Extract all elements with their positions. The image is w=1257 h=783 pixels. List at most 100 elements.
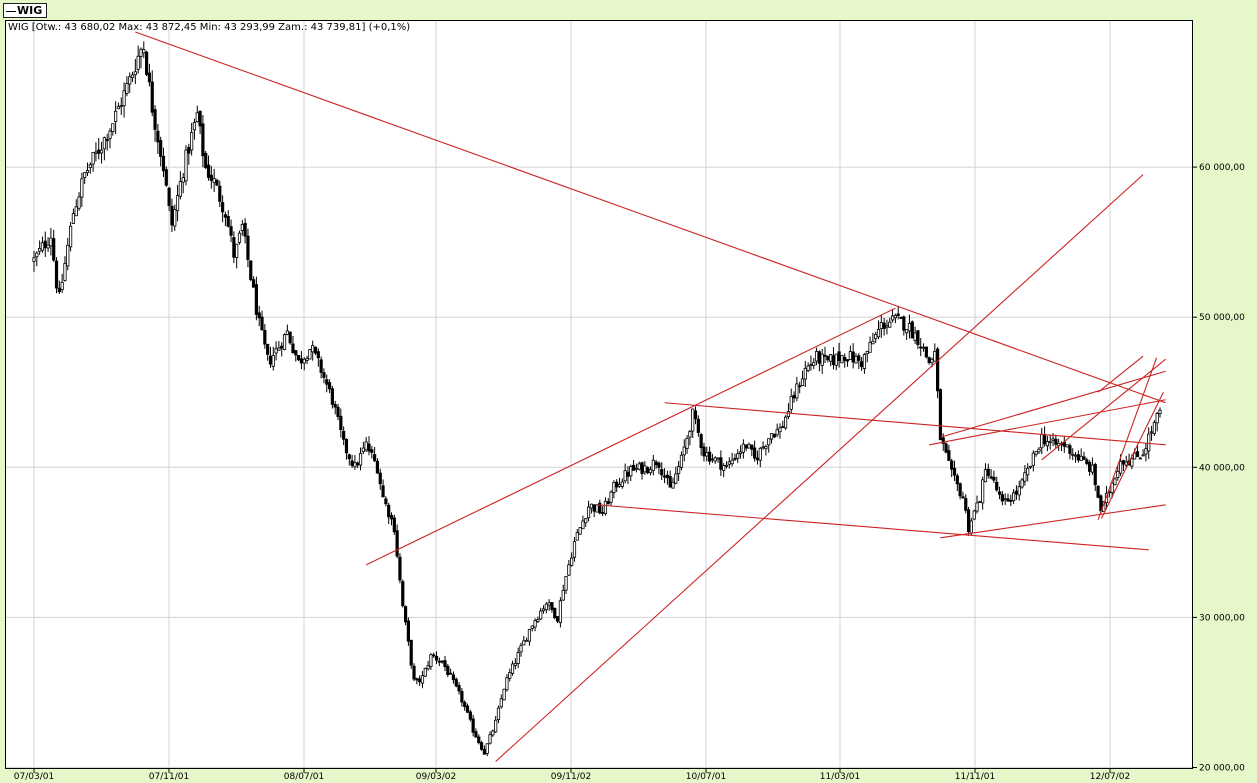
x-tick-label: 08/07/01 <box>284 772 324 782</box>
candle-up <box>620 481 624 487</box>
candle-up <box>981 479 985 504</box>
candle-down <box>387 504 391 518</box>
candle-down <box>330 388 334 405</box>
candle-down <box>105 138 109 142</box>
candle-down <box>606 501 610 505</box>
candle-up <box>60 281 64 291</box>
candle-down <box>333 404 337 408</box>
plot-frame <box>5 20 1193 769</box>
candle-down <box>916 330 920 345</box>
candle-up <box>40 242 45 251</box>
candle-up <box>1028 465 1033 468</box>
candle-down <box>1082 456 1086 460</box>
candle-down <box>882 322 886 329</box>
candle-up <box>907 323 912 332</box>
candle-up <box>682 446 686 456</box>
candle-up <box>485 743 489 754</box>
candle-down <box>845 359 850 362</box>
candle-down <box>1135 451 1140 457</box>
candle-down <box>356 462 360 466</box>
candle-down <box>657 462 661 468</box>
candle-down <box>792 394 796 399</box>
candle-up <box>1116 471 1120 478</box>
candle-up <box>139 48 143 57</box>
candle-down <box>395 530 399 557</box>
candle-down <box>702 446 706 457</box>
candle-down <box>482 748 487 755</box>
candle-down <box>322 372 326 378</box>
candle-up <box>572 541 577 558</box>
candle-up <box>685 437 689 449</box>
candle-down <box>719 457 723 470</box>
candle-up <box>775 429 779 436</box>
candle-up <box>888 321 892 328</box>
candle-up <box>68 225 73 248</box>
candle-up <box>190 132 194 151</box>
candle-up <box>558 600 563 624</box>
candle-up <box>1031 452 1035 466</box>
candle-up <box>181 177 185 183</box>
candle-up <box>513 662 517 666</box>
candle-down <box>342 430 346 440</box>
candle-up <box>738 451 743 455</box>
candle-down <box>947 450 951 461</box>
candle-up <box>578 527 582 535</box>
candle-up <box>235 243 239 259</box>
candle-up <box>643 465 647 473</box>
candle-down <box>944 443 948 453</box>
candle-up <box>637 463 641 470</box>
candle-up <box>195 112 199 122</box>
candle-down <box>170 205 174 226</box>
candle-up <box>66 244 70 267</box>
candle-down <box>384 498 388 505</box>
candle-up <box>806 365 810 371</box>
candle-down <box>161 155 166 172</box>
candle-up <box>1003 498 1007 501</box>
candle-up <box>302 358 306 364</box>
candle-up <box>612 482 616 493</box>
candle-down <box>375 460 380 474</box>
candle-up <box>767 438 771 446</box>
candle-down <box>631 464 636 471</box>
candle-up <box>184 149 188 182</box>
candle-down <box>1076 454 1080 461</box>
candle-up <box>634 467 639 470</box>
candle-down <box>319 359 323 373</box>
candle-up <box>595 504 599 513</box>
candle-up <box>488 734 492 744</box>
candle-down <box>477 736 481 744</box>
candle-up <box>716 457 720 460</box>
candle-up <box>564 576 568 591</box>
candle-down <box>446 665 450 675</box>
candle-down <box>291 343 295 354</box>
candle-down <box>989 476 993 479</box>
candle-down <box>555 616 560 622</box>
candle-up <box>420 675 425 684</box>
y-tick-label: 60 000,00 <box>1199 163 1245 173</box>
candle-down <box>187 146 191 154</box>
candle-down <box>826 355 830 361</box>
candle-down <box>1093 463 1097 486</box>
candle-down <box>708 451 712 462</box>
candle-up <box>1048 441 1052 444</box>
candle-up <box>108 130 112 139</box>
candle-up <box>581 520 585 530</box>
candle-down <box>339 415 343 431</box>
candle-up <box>74 206 78 217</box>
candle-down <box>198 110 202 127</box>
legend-line-swatch <box>6 10 16 12</box>
candle-up <box>677 466 681 474</box>
candle-up <box>130 74 135 78</box>
candle-up <box>713 457 717 462</box>
candle-up <box>586 506 591 519</box>
candle-up <box>795 383 799 399</box>
grid-lines <box>6 21 1192 768</box>
candle-down <box>927 357 931 364</box>
candle-down <box>463 701 467 707</box>
candle-down <box>997 491 1002 495</box>
candle-up <box>769 433 774 440</box>
candle-up <box>814 351 819 362</box>
candle-down <box>457 685 461 692</box>
candle-up <box>874 334 878 340</box>
candle-down <box>781 426 785 428</box>
